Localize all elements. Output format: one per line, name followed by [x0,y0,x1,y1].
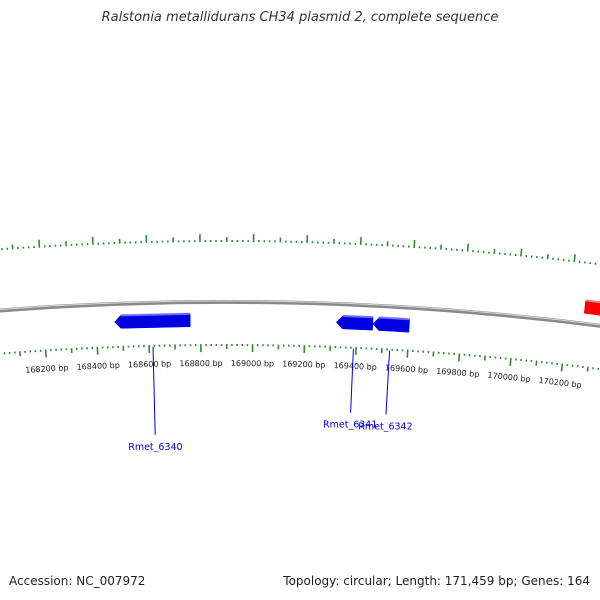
tick-label: 170000 bp [487,371,531,384]
accession-text: Accession: NC_007972 [9,574,146,588]
plasmid-backbone [0,300,600,328]
tick-label: 168200 bp [25,363,69,375]
tick-mark [573,254,576,263]
tick-mark [560,363,564,372]
gene-leader-line [385,350,391,415]
plasmid-backbone-highlight [0,300,600,326]
tick-label: 169000 bp [231,359,274,368]
tick-label: 169600 bp [385,363,429,375]
gene-label-rmet-6341[interactable]: Rmet_6341 [323,420,377,431]
gene-arrow-highlight [120,312,191,317]
tick-mark [586,366,589,372]
tick-label: 169800 bp [436,367,480,379]
gene-arrow-rmet-6343[interactable] [583,300,600,324]
tick-label: 168800 bp [179,359,222,368]
tick-label: 168600 bp [128,359,171,369]
sequence-summary-text: Topology: circular; Length: 171,459 bp; … [283,574,590,588]
tick-mark [546,254,549,260]
gene-leader-line [152,346,156,435]
inner-tick-ring: 168200 bp 168400 bp 168600 bp 168800 bp 1690… [0,344,600,390]
tick-label: 170200 bp [538,376,582,390]
tick-mark [466,243,469,252]
gene-arrow-highlight [379,316,410,321]
gene-label-rmet-6342[interactable]: Rmet_6342 [358,422,412,433]
gene-leader-line [350,348,354,413]
gene-arrow-highlight [342,314,374,319]
gene-arrow-rmet-6341[interactable] [335,315,374,331]
tick-mark [509,357,512,367]
tick-label: 169400 bp [333,361,377,372]
map-title: Ralstonia metallidurans CH34 plasmid 2, … [101,10,499,25]
tick-label: 169200 bp [282,359,325,369]
tick-label: 168400 bp [76,361,120,372]
tick-mark [520,248,523,257]
outer-tick-ring [1,234,600,266]
gene-label-rmet-6340[interactable]: Rmet_6340 [128,442,182,453]
tick-mark [457,353,461,362]
gene-features [114,299,600,333]
tick-mark [535,360,538,366]
